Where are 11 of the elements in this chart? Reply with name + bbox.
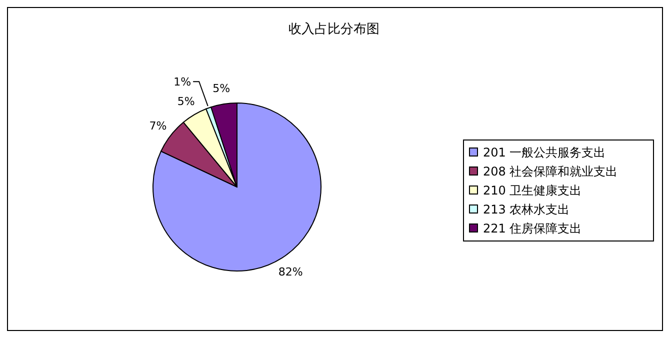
legend-label: 201 一般公共服务支出 <box>483 146 606 160</box>
data-label: 1% <box>174 76 192 89</box>
data-label: 5% <box>212 82 230 96</box>
title: 收入占比分布图 <box>288 22 380 37</box>
data-label: 82% <box>278 265 303 278</box>
legend-label: 221 住房保障支出 <box>483 222 582 236</box>
data-label: 5% <box>177 94 195 108</box>
legend-label: 213 农林水支出 <box>483 202 570 216</box>
legend-label: 208 社会保障和就业支出 <box>483 164 618 178</box>
data-label: 7% <box>149 120 167 133</box>
legend-label: 210 卫生健康支出 <box>483 184 582 198</box>
